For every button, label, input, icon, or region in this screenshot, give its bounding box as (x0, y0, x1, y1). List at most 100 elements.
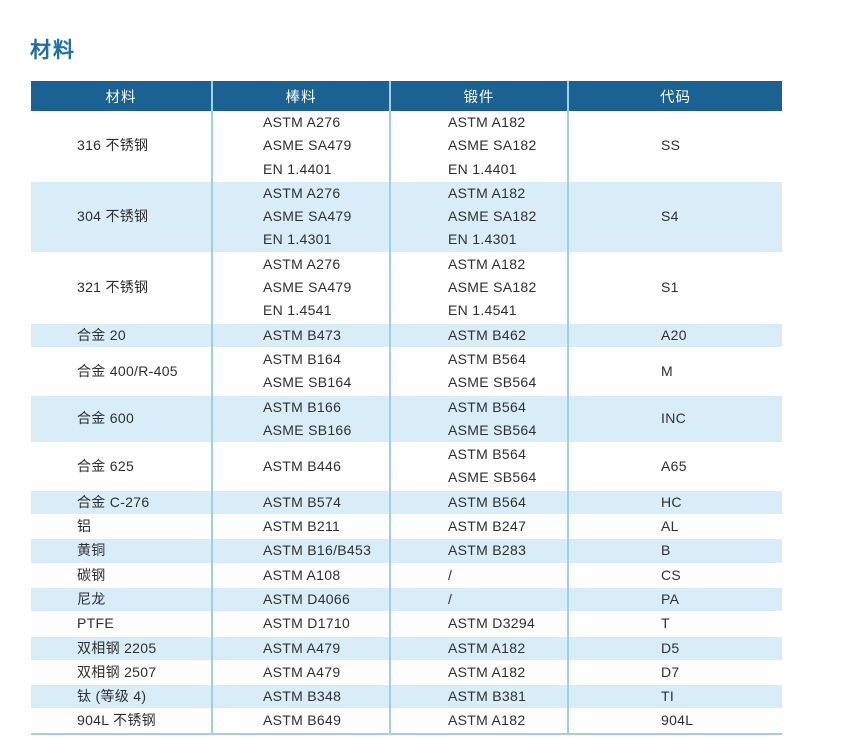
material-cell: 尼龙 (31, 586, 212, 613)
forging-spec-line: ASME SA182 (448, 279, 537, 296)
code-cell: CS (567, 563, 782, 588)
forging-spec-line: EN 1.4541 (448, 302, 517, 319)
bar-stock-cell: ASTM A479 (211, 635, 390, 661)
forging-cell: ASTM A182 (389, 660, 568, 685)
forging-cell: ASTM D3294 (389, 611, 568, 637)
forging-cell: ASTM A182 ASME SA182 EN 1.4541 (389, 252, 568, 324)
forging-spec-line: ASME SA182 (448, 137, 537, 154)
forging-cell: ASTM B283 (389, 538, 568, 564)
forging-cell: ASTM B564 ASME SB564 (389, 394, 568, 444)
code-cell: D7 (567, 660, 782, 685)
code-cell: S1 (567, 252, 782, 324)
forging-spec-line: ASTM B462 (448, 326, 527, 343)
bar-spec-line: ASTM A108 (263, 566, 341, 583)
material-cell: 316 不锈钢 (31, 111, 212, 182)
code-cell: T (567, 611, 782, 637)
code-cell: PA (567, 586, 782, 613)
table-row: 钛 (等级 4) ASTM B348 ASTM B381 TI (31, 684, 782, 710)
bar-stock-cell: ASTM B164 ASME SB164 (211, 347, 390, 396)
bar-stock-cell: ASTM A276 ASME SA479 EN 1.4541 (211, 252, 390, 324)
table-row: 双相钢 2205 ASTM A479 ASTM A182 D5 (31, 635, 782, 661)
column-header-material: 材料 (31, 81, 212, 111)
forging-cell: ASTM B564 (389, 489, 568, 516)
forging-spec-line: ASTM B283 (448, 542, 527, 559)
table-row: 双相钢 2507 ASTM A479 ASTM A182 D7 (31, 660, 782, 685)
table-row: 合金 20 ASTM B473 ASTM B462 A20 (31, 322, 782, 348)
table-row: 321 不锈钢 ASTM A276 ASME SA479 EN 1.4541 AST… (31, 252, 782, 324)
bar-stock-cell: ASTM B473 (211, 322, 390, 348)
table-row: 合金 C-276 ASTM B574 ASTM B564 HC (31, 489, 782, 516)
bar-stock-cell: ASTM B446 (211, 442, 390, 491)
bar-spec-line: ASME SB164 (263, 374, 352, 391)
forging-spec-line: ASTM B381 (448, 688, 527, 705)
bar-stock-cell: ASTM B211 (211, 514, 390, 539)
forging-spec-line: ASME SB564 (448, 469, 537, 486)
bar-spec-line: EN 1.4301 (263, 231, 332, 248)
bar-spec-line: ASTM A479 (263, 663, 341, 680)
material-cell: 铝 (31, 514, 212, 539)
forging-spec-line: EN 1.4401 (448, 160, 517, 177)
forging-cell: ASTM B381 (389, 684, 568, 710)
forging-cell: / (389, 586, 568, 613)
bar-spec-line: ASTM B473 (263, 326, 342, 343)
table-row: 尼龙 ASTM D4066 / PA (31, 586, 782, 613)
table-row: 316 不锈钢 ASTM A276 ASME SA479 EN 1.4401 AST… (31, 111, 782, 182)
forging-spec-line: ASTM A182 (448, 255, 526, 272)
forging-cell: ASTM B462 (389, 322, 568, 348)
column-header-code: 代码 (567, 81, 782, 111)
forging-spec-line: ASTM D3294 (448, 615, 536, 632)
code-cell: INC (567, 394, 782, 444)
bar-stock-cell: ASTM B649 (211, 708, 390, 735)
table-row: 合金 400/R-405 ASTM B164 ASME SB164 ASTM B5… (31, 347, 782, 396)
bar-stock-cell: ASTM A479 (211, 660, 390, 685)
forging-spec-line: / (448, 590, 453, 607)
bar-spec-line: ASME SA479 (263, 208, 352, 225)
bar-spec-line: ASTM B211 (263, 518, 341, 535)
material-cell: 合金 C-276 (31, 489, 212, 516)
forging-cell: ASTM B247 (389, 514, 568, 539)
page-title: 材料 (30, 39, 76, 62)
forging-cell: ASTM B564 ASME SB564 (389, 347, 568, 396)
bar-spec-line: ASTM B446 (263, 457, 342, 474)
material-cell: 双相钢 2507 (31, 660, 212, 685)
table-row: 304 不锈钢 ASTM A276 ASME SA479 EN 1.4301 AST… (31, 180, 782, 253)
code-cell: B (567, 538, 782, 564)
material-cell: 双相钢 2205 (31, 635, 212, 661)
forging-spec-line: ASTM B247 (448, 518, 527, 535)
bar-spec-line: ASTM D4066 (263, 590, 351, 607)
material-cell: 304 不锈钢 (31, 180, 212, 253)
bar-spec-line: ASTM A276 (263, 184, 341, 201)
table-header-row: 材料 棒料 锻件 代码 (31, 81, 782, 111)
forging-spec-line: ASME SB564 (448, 374, 537, 391)
table-row: 合金 625 ASTM B446 ASTM B564 ASME SB564 A65 (31, 442, 782, 491)
column-header-bar-stock: 棒料 (211, 81, 390, 111)
bar-spec-line: ASTM B574 (263, 493, 342, 510)
bar-spec-line: ASTM A276 (263, 114, 341, 130)
forging-spec-line: ASTM A182 (448, 712, 526, 729)
code-cell: M (567, 347, 782, 396)
material-cell: 904L 不锈钢 (31, 708, 212, 735)
code-cell: 904L (567, 708, 782, 735)
bar-stock-cell: ASTM A276 ASME SA479 EN 1.4301 (211, 180, 390, 253)
bar-spec-line: ASME SB166 (263, 421, 352, 438)
column-header-forging: 锻件 (389, 81, 568, 111)
forging-cell: ASTM B564 ASME SB564 (389, 442, 568, 491)
forging-spec-line: ASTM A182 (448, 184, 526, 201)
forging-cell: ASTM A182 (389, 635, 568, 661)
forging-spec-line: ASTM A182 (448, 639, 526, 656)
forging-cell: ASTM A182 (389, 708, 568, 735)
bar-stock-cell: ASTM B16/B453 (211, 538, 390, 564)
bar-spec-line: ASTM D1710 (263, 615, 351, 632)
bar-stock-cell: ASTM B574 (211, 489, 390, 516)
table-row: 904L 不锈钢 ASTM B649 ASTM A182 904L (31, 708, 782, 735)
forging-spec-line: ASME SB564 (448, 421, 537, 438)
bar-spec-line: ASTM B164 (263, 350, 342, 367)
bar-stock-cell: ASTM B348 (211, 684, 390, 710)
bar-spec-line: ASME SA479 (263, 279, 352, 296)
forging-spec-line: ASTM A182 (448, 114, 526, 130)
forging-spec-line: ASTM A182 (448, 663, 526, 680)
material-cell: 合金 625 (31, 442, 212, 491)
bar-stock-cell: ASTM A276 ASME SA479 EN 1.4401 (211, 111, 390, 182)
bar-spec-line: ASME SA479 (263, 137, 352, 154)
